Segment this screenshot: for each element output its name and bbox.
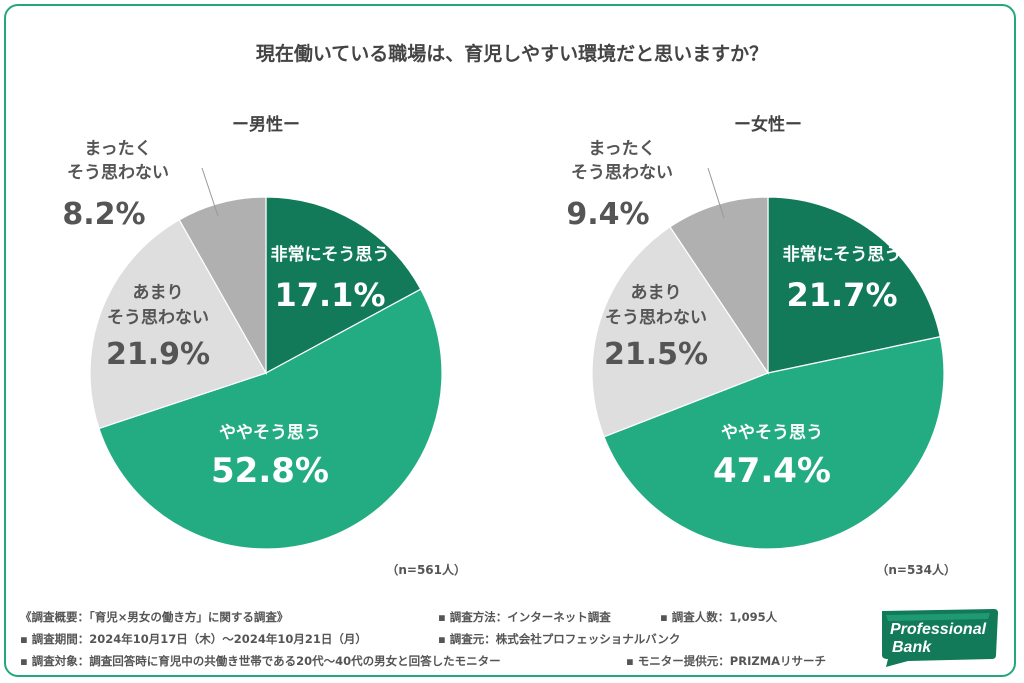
logo-text-line1: Professional — [890, 621, 987, 638]
pie-value-label: 52.8% — [211, 451, 329, 491]
pie-slice-label: まったくそう思わない — [67, 139, 169, 183]
pie-slice — [98, 288, 443, 550]
pie-slice-label: ややそう思う — [219, 423, 321, 443]
pie-slice-label: 非常にそう思う — [271, 244, 390, 265]
pie-sample-size: （n=561人） — [386, 562, 466, 577]
logo-banner-shape — [882, 609, 998, 667]
pie-slice — [591, 225, 769, 438]
pie-leader-line — [201, 167, 219, 217]
pie-value-label: 21.7% — [786, 276, 897, 314]
chart-frame: 現在働いている職場は、育児しやすい環境だと思いますか？ ー男性ー非常にそう思う 1… — [4, 4, 1016, 677]
pie-value-label: 9.4% — [566, 197, 649, 232]
logo-banner-highlight — [886, 613, 990, 621]
pie-slice — [603, 336, 945, 550]
pie-slice — [669, 196, 769, 375]
pie-value-label: 47.4% — [713, 451, 831, 491]
pie-value-label: 21.5% — [604, 337, 708, 372]
professional-bank-logo: Professional Bank — [882, 609, 998, 667]
pie-value-label: 8.2% — [62, 197, 145, 232]
survey-method: ▪ 調査方法：インターネット調査 — [438, 610, 611, 624]
survey-period: ▪ 調査期間：2024年10月17日（木）〜2024年10月21日（月） — [20, 632, 367, 646]
pie-slice-label: まったくそう思わない — [571, 139, 673, 183]
pie-slice — [89, 219, 267, 430]
pie-slice-label: ややそう思う — [721, 423, 823, 443]
pie-slice — [767, 196, 941, 374]
pie-value-label: 21.9% — [106, 337, 210, 372]
chart-title: 現在働いている職場は、育児しやすい環境だと思いますか？ — [256, 42, 768, 65]
logo-text-line2: Bank — [892, 639, 932, 656]
pie-subtitle: ー女性ー — [734, 114, 802, 135]
survey-footer: 《調査概要：「育児×男女の働き方」に関する調査》 ▪ 調査方法：インターネット調… — [20, 606, 860, 672]
pie-subtitle: ー男性ー — [232, 114, 300, 135]
pie-value-label: 17.1% — [274, 276, 385, 314]
survey-target: ▪ 調査対象：調査回答時に育児中の共働き世帯である20代〜40代の男女と回答した… — [20, 654, 501, 668]
pie-slice-label: あまりそう思わない — [605, 283, 707, 328]
pie-slice — [178, 196, 267, 376]
pie-slice-label: あまりそう思わない — [107, 283, 209, 328]
pie-leader-line — [707, 167, 725, 219]
pie-slice — [265, 196, 422, 375]
pie-sample-size: （n=534人） — [876, 562, 956, 577]
survey-count: ▪ 調査人数：1,095人 — [660, 610, 778, 624]
pie-slice-label: 非常にそう思う — [783, 244, 902, 265]
survey-source: ▪ 調査元：株式会社プロフェッショナルバンク — [438, 632, 681, 646]
survey-provider: ▪ モニター提供元：PRIZMAリサーチ — [626, 654, 827, 668]
survey-overview: 《調査概要：「育児×男女の働き方」に関する調査》 — [20, 610, 289, 624]
